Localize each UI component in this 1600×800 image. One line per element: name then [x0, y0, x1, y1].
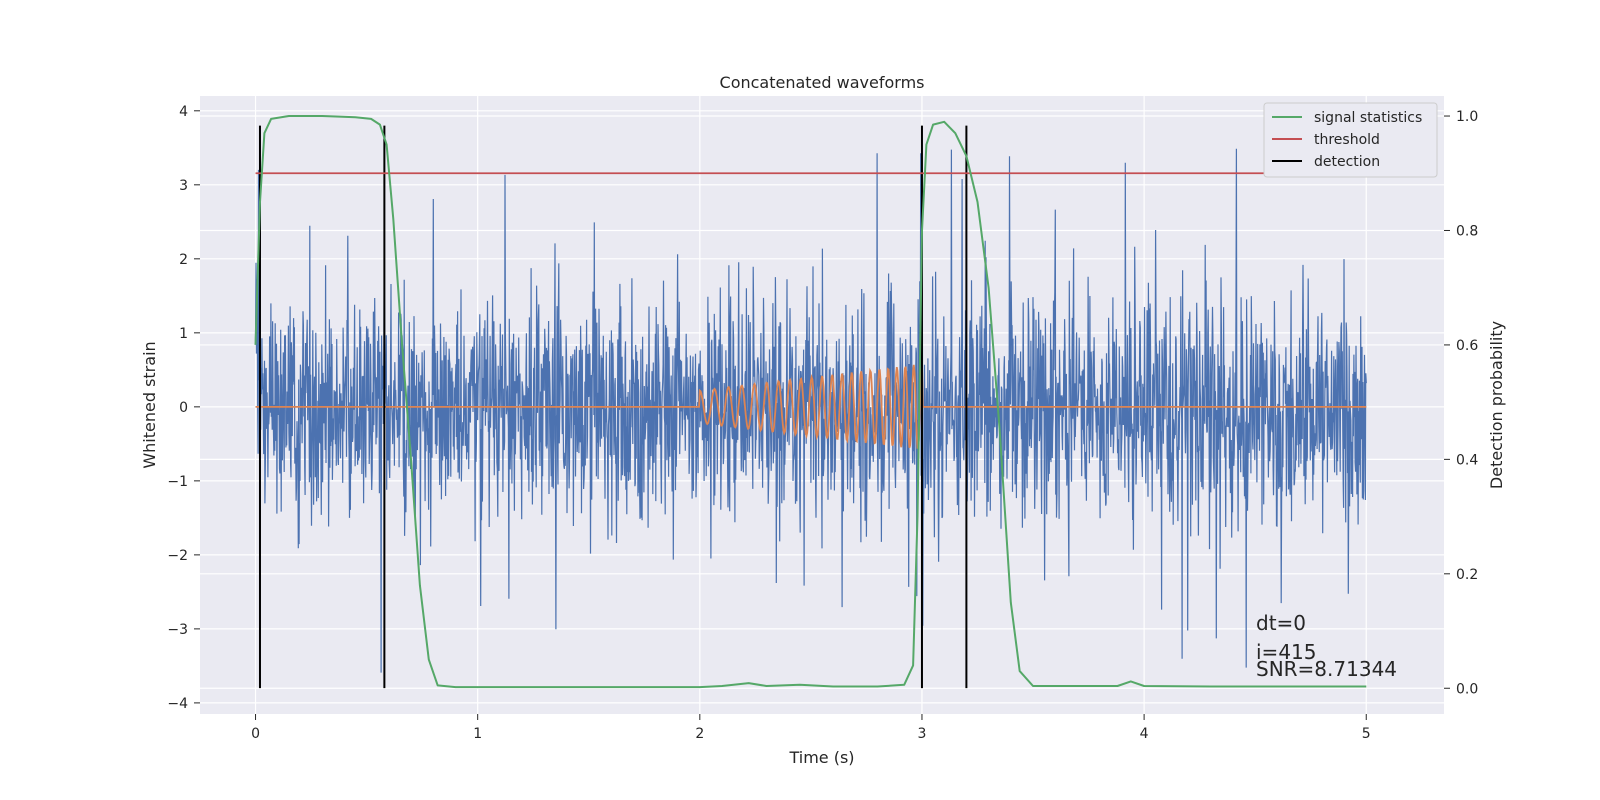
y-tick-label: 0: [179, 400, 188, 416]
strain-series-line: [254, 148, 1367, 673]
x-tick-label: 0: [251, 726, 260, 742]
x-tick-label: 1: [473, 726, 482, 742]
annotation-snr: SNR=8.71344: [1256, 657, 1397, 681]
y-right-tick-label: 0.0: [1456, 681, 1478, 697]
legend-label-threshold: threshold: [1314, 132, 1380, 148]
y-right-tick-label: 1.0: [1456, 109, 1478, 125]
y-tick-label: −4: [167, 696, 188, 712]
chart-title: Concatenated waveforms: [720, 73, 925, 92]
y-right-tick-label: 0.2: [1456, 567, 1478, 583]
x-axis-label: Time (s): [788, 748, 854, 767]
y-tick-label: 4: [179, 104, 188, 120]
y-right-axis-label: Detection probability: [1487, 321, 1506, 489]
y-tick-label: 1: [179, 326, 188, 342]
x-tick-label: 5: [1362, 726, 1371, 742]
y-tick-label: 2: [179, 252, 188, 268]
ticks: 0 1 2 3 4 5 4 3 2 1 0 −1 −2 −3 −4 1.0 0.8 0.6 0.4 0.2 0.0: [167, 104, 1478, 742]
y-right-tick-label: 0.4: [1456, 452, 1478, 468]
legend-label-signal-statistics: signal statistics: [1314, 110, 1422, 126]
y-tick-label: 3: [179, 178, 188, 194]
x-tick-label: 4: [1140, 726, 1149, 742]
chirp-series-line: [255, 363, 1367, 449]
annotation-index: i=415: [1256, 640, 1317, 664]
x-tick-label: 3: [918, 726, 927, 742]
data-layer: [254, 115, 1389, 689]
y-right-tick-label: 0.6: [1456, 338, 1478, 354]
signal-statistics-line: [254, 115, 1367, 689]
y-tick-label: −2: [167, 548, 188, 564]
y-right-tick-label: 0.8: [1456, 223, 1478, 239]
legend: signal statistics threshold detection: [1263, 102, 1438, 178]
y-tick-label: −1: [167, 474, 188, 490]
y-axis-label: Whitened strain: [140, 341, 159, 468]
x-tick-label: 2: [695, 726, 704, 742]
legend-box: [1263, 102, 1438, 178]
annotation-dt: dt=0: [1256, 611, 1306, 635]
y-tick-label: −3: [167, 622, 188, 638]
legend-label-detection: detection: [1314, 154, 1380, 170]
